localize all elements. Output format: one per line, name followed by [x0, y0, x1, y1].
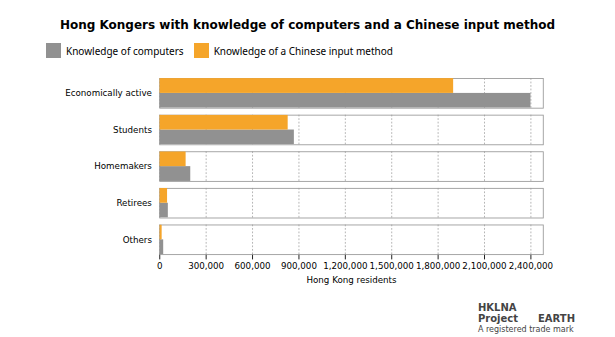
html-text:Knowledge of a Chinese input m: Knowledge of a Chinese input method [213, 43, 393, 58]
svg-text:900,000: 900,000 [281, 261, 317, 271]
svg-text:Hong Kong residents: Hong Kong residents [306, 275, 397, 285]
html-text:A registered trade mark: A registered trade mark [477, 324, 574, 334]
svg-text:0: 0 [157, 261, 163, 271]
html-text:HKLNA: HKLNA [477, 301, 517, 313]
svg-text:Others: Others [123, 235, 153, 245]
svg-text:600,000: 600,000 [235, 261, 271, 271]
svg-text:1,800,000: 1,800,000 [416, 261, 460, 271]
html-text:Project EARTH: Project EARTH [477, 313, 575, 324]
html-text:Knowledge of computers: Knowledge of computers [66, 43, 184, 58]
svg-text:2,100,000: 2,100,000 [462, 261, 506, 271]
svg-text:Students: Students [113, 125, 152, 135]
svg-text:Retirees: Retirees [116, 198, 152, 208]
svg-text:Economically active: Economically active [65, 88, 152, 98]
html-text:Hong Kongers with knowledge of: Hong Kongers with knowledge of computers… [59, 18, 556, 32]
svg-text:300,000: 300,000 [188, 261, 224, 271]
svg-text:Homemakers: Homemakers [94, 161, 152, 171]
svg-text:1,200,000: 1,200,000 [323, 261, 367, 271]
svg-text:2,400,000: 2,400,000 [509, 261, 553, 271]
svg-text:1,500,000: 1,500,000 [370, 261, 414, 271]
